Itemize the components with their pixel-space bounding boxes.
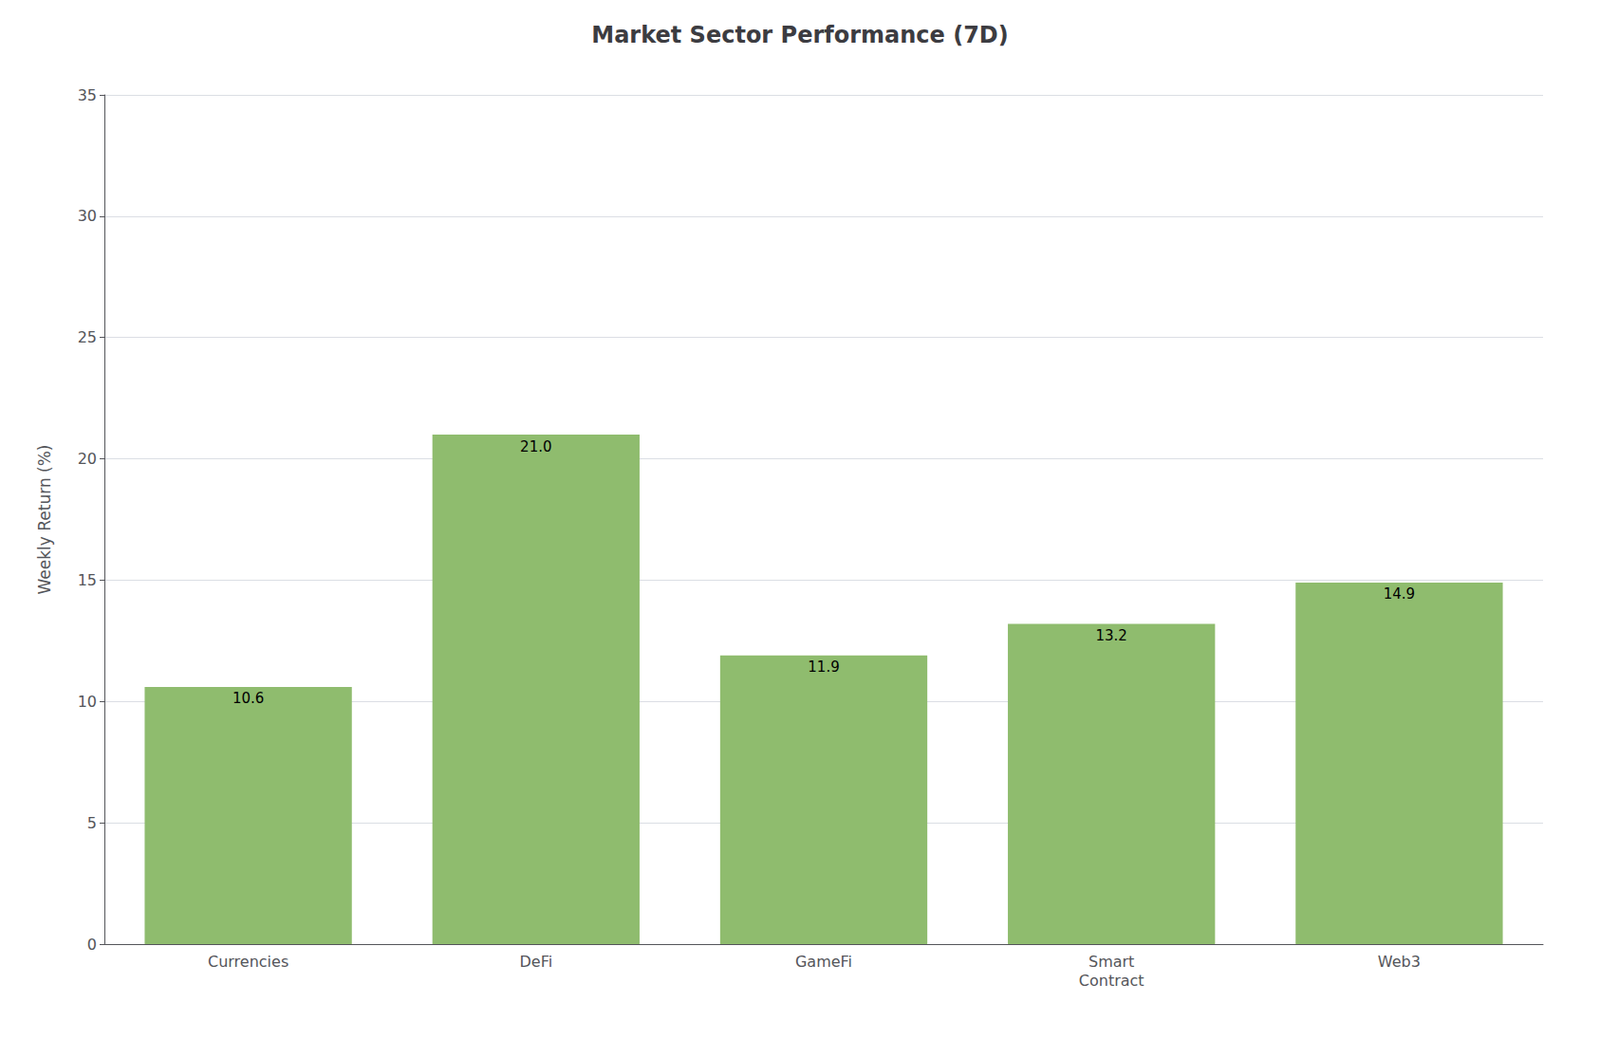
- svg-text:DeFi: DeFi: [519, 952, 553, 971]
- svg-text:35: 35: [77, 86, 97, 105]
- svg-text:30: 30: [77, 206, 97, 225]
- svg-text:13.2: 13.2: [1095, 627, 1127, 645]
- svg-text:15: 15: [77, 571, 97, 590]
- svg-text:10.6: 10.6: [232, 689, 264, 707]
- svg-text:Market Sector Performance (7D): Market Sector Performance (7D): [591, 21, 1008, 49]
- svg-text:Web3: Web3: [1377, 952, 1421, 971]
- svg-text:0: 0: [87, 935, 97, 954]
- svg-text:14.9: 14.9: [1383, 585, 1415, 603]
- svg-text:10: 10: [77, 692, 97, 711]
- svg-text:Weekly Return (%): Weekly Return (%): [35, 445, 55, 596]
- svg-text:25: 25: [77, 328, 97, 347]
- svg-text:11.9: 11.9: [807, 658, 839, 676]
- svg-text:Currencies: Currencies: [207, 952, 289, 971]
- svg-text:Contract: Contract: [1079, 971, 1145, 990]
- svg-text:20: 20: [77, 449, 97, 468]
- svg-text:Smart: Smart: [1088, 952, 1135, 971]
- svg-text:5: 5: [87, 814, 97, 833]
- svg-text:21.0: 21.0: [520, 438, 552, 456]
- svg-text:GameFi: GameFi: [795, 952, 853, 971]
